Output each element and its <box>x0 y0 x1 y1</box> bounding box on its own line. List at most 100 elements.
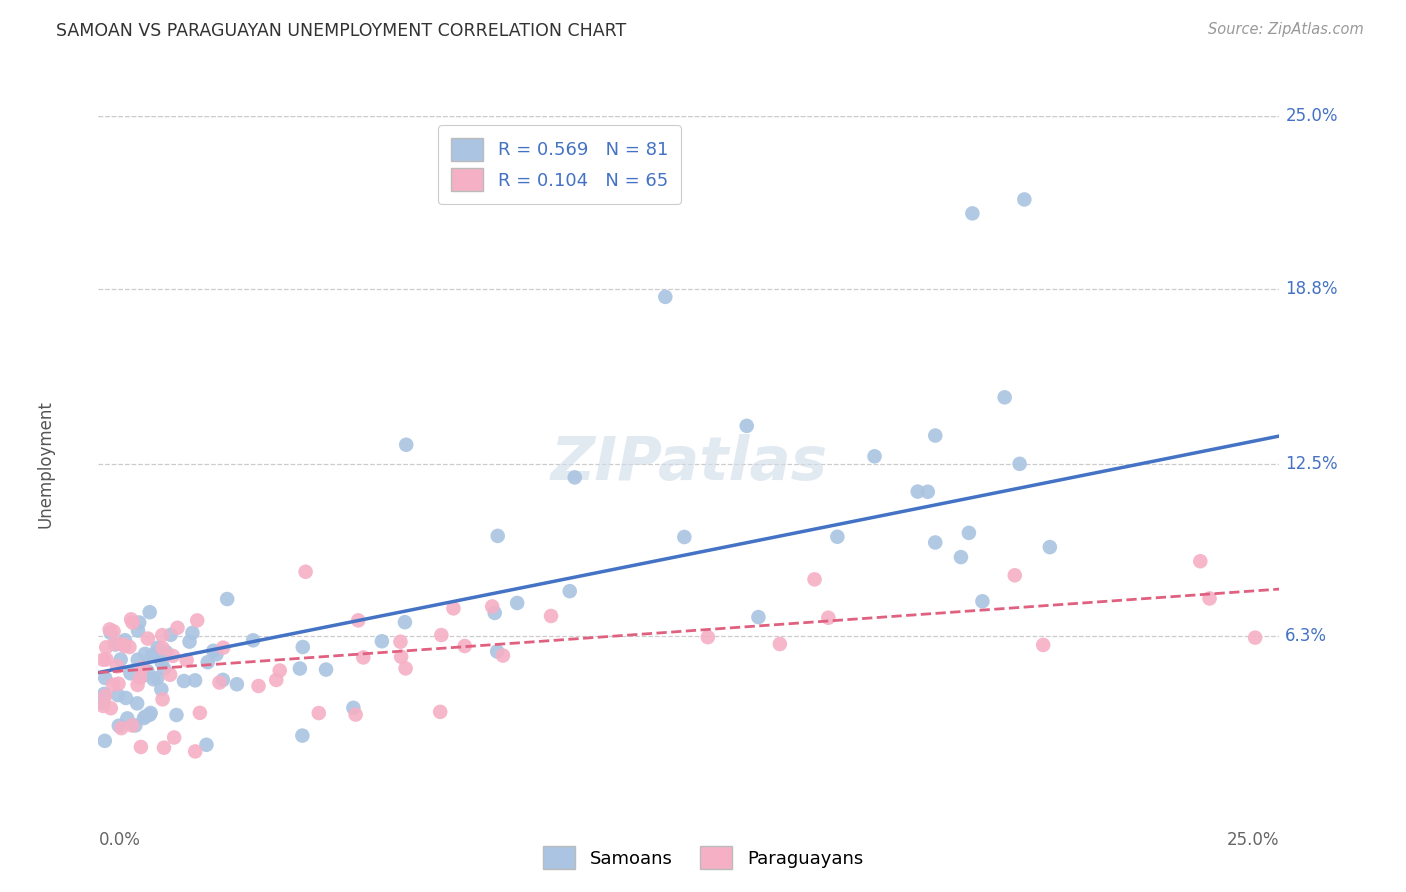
Point <box>212 673 235 687</box>
Point <box>308 706 330 720</box>
Point <box>136 632 159 646</box>
Point <box>94 734 117 748</box>
Point <box>371 634 394 648</box>
Point <box>91 653 114 667</box>
Point <box>120 666 142 681</box>
Point <box>93 687 115 701</box>
Point <box>163 731 186 745</box>
Point <box>121 615 143 630</box>
Point <box>162 648 184 663</box>
Point <box>924 535 946 549</box>
Point <box>110 721 132 735</box>
Text: ZIPatlas: ZIPatlas <box>550 434 828 493</box>
Point <box>121 718 143 732</box>
Point <box>1189 554 1212 568</box>
Point <box>863 450 886 464</box>
Point <box>394 615 416 629</box>
Point <box>138 605 160 619</box>
Point <box>139 706 162 720</box>
Point <box>205 648 228 662</box>
Text: 6.3%: 6.3% <box>1285 627 1327 646</box>
Point <box>972 594 994 608</box>
Point <box>264 673 287 687</box>
Point <box>159 667 181 681</box>
Point <box>114 639 136 653</box>
Point <box>1014 193 1036 207</box>
Point <box>118 640 141 654</box>
Point <box>197 655 219 669</box>
Point <box>430 628 453 642</box>
Point <box>114 633 136 648</box>
Point <box>104 638 127 652</box>
Point <box>153 740 176 755</box>
Legend: Samoans, Paraguayans: Samoans, Paraguayans <box>534 838 872 879</box>
Point <box>817 611 839 625</box>
Text: Unemployment: Unemployment <box>37 400 55 528</box>
Point <box>225 677 247 691</box>
Point <box>108 719 131 733</box>
Point <box>128 615 150 630</box>
Point <box>176 653 198 667</box>
Point <box>242 633 264 648</box>
Point <box>949 550 972 565</box>
Point <box>1244 631 1267 645</box>
Point <box>288 661 311 675</box>
Point <box>98 623 121 637</box>
Point <box>117 711 139 725</box>
Point <box>389 649 412 664</box>
Point <box>443 601 465 615</box>
Point <box>100 626 122 640</box>
Point <box>107 688 129 702</box>
Point <box>127 697 149 711</box>
Point <box>558 584 581 599</box>
Point <box>907 484 929 499</box>
Point <box>155 645 177 659</box>
Legend: R = 0.569   N = 81, R = 0.104   N = 65: R = 0.569 N = 81, R = 0.104 N = 65 <box>439 125 681 204</box>
Point <box>486 529 509 543</box>
Point <box>94 689 117 703</box>
Point <box>389 634 412 648</box>
Point <box>166 708 188 723</box>
Text: 0.0%: 0.0% <box>98 831 141 849</box>
Point <box>135 709 157 723</box>
Point <box>803 572 825 586</box>
Point <box>486 644 509 658</box>
Point <box>104 637 127 651</box>
Point <box>1039 540 1062 554</box>
Point <box>291 640 314 654</box>
Text: Source: ZipAtlas.com: Source: ZipAtlas.com <box>1208 22 1364 37</box>
Point <box>540 609 562 624</box>
Point <box>146 640 169 655</box>
Point <box>150 655 173 669</box>
Point <box>188 706 211 720</box>
Point <box>654 290 676 304</box>
Point <box>145 647 167 661</box>
Point <box>132 668 155 682</box>
Point <box>342 701 364 715</box>
Point <box>101 678 124 692</box>
Point <box>994 390 1017 404</box>
Point <box>142 673 165 687</box>
Point <box>110 652 132 666</box>
Point <box>129 671 152 685</box>
Point <box>696 630 718 644</box>
Point <box>394 661 416 675</box>
Point <box>481 599 503 614</box>
Point <box>506 596 529 610</box>
Point <box>484 606 506 620</box>
Point <box>132 711 155 725</box>
Point <box>1032 638 1054 652</box>
Point <box>96 640 118 655</box>
Point <box>138 707 160 722</box>
Point <box>1004 568 1026 582</box>
Point <box>153 662 176 676</box>
Point <box>105 659 128 673</box>
Point <box>186 614 208 628</box>
Point <box>492 648 515 663</box>
Point <box>127 678 149 692</box>
Point <box>111 637 134 651</box>
Point <box>827 530 849 544</box>
Point <box>184 673 207 688</box>
Text: 25.0%: 25.0% <box>1227 831 1279 849</box>
Point <box>134 647 156 661</box>
